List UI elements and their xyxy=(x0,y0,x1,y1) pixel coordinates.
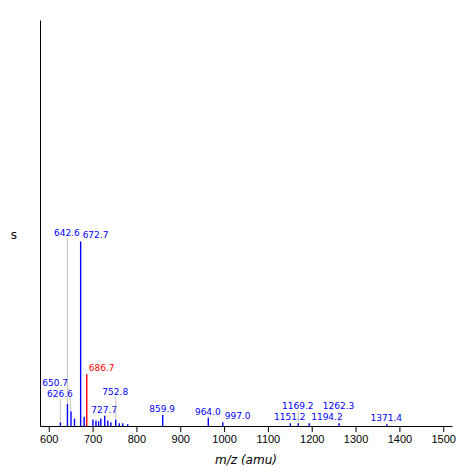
x-tick-mark xyxy=(399,426,400,432)
x-tick: 700 xyxy=(84,426,102,445)
stem xyxy=(95,420,96,426)
stems xyxy=(60,241,386,426)
stem xyxy=(122,423,123,426)
x-tick-label: 1000 xyxy=(212,433,236,445)
y-axis-title: s xyxy=(11,228,17,242)
x-tick: 1500 xyxy=(431,426,455,445)
x-tick-mark xyxy=(93,426,94,432)
leader-line xyxy=(67,238,68,403)
x-tick-label: 1400 xyxy=(388,433,412,445)
stem xyxy=(115,420,116,426)
x-tick: 900 xyxy=(172,426,190,445)
peak-label: 997.0 xyxy=(225,411,251,421)
x-axis-line xyxy=(41,426,453,427)
x-tick-label: 800 xyxy=(128,433,146,445)
peak-label: 650.7 xyxy=(42,378,68,388)
stem xyxy=(60,422,61,426)
x-tick: 1400 xyxy=(388,426,412,445)
x-tick-label: 700 xyxy=(84,433,102,445)
peak-label: 1151.2 xyxy=(274,412,306,422)
stem xyxy=(162,415,163,426)
stem xyxy=(338,423,339,426)
x-tick-label: 1500 xyxy=(431,433,455,445)
x-tick-label: 1100 xyxy=(257,433,281,445)
x-tick: 1300 xyxy=(344,426,368,445)
leader-line xyxy=(60,399,61,421)
peak-label: 642.6 xyxy=(54,228,80,238)
stem xyxy=(80,241,81,426)
x-tick: 1100 xyxy=(257,426,281,445)
x-tick-mark xyxy=(180,426,181,432)
stem xyxy=(86,374,87,426)
peak-label: 1371.4 xyxy=(371,413,403,423)
peak-label: 727.7 xyxy=(91,405,117,415)
leader-lines xyxy=(60,238,339,422)
x-tick-mark xyxy=(224,426,225,432)
leader-line xyxy=(115,397,116,419)
peak-label: 1194.2 xyxy=(311,412,343,422)
stem xyxy=(100,419,101,426)
x-tick: 1000 xyxy=(212,426,236,445)
x-axis-title: m/z (amu) xyxy=(215,453,277,467)
x-axis: 600 700 800 900 1000 1100 1200 1300 1400 1500 xyxy=(40,426,456,445)
x-tick: 1200 xyxy=(300,426,324,445)
peak-label: 1169.2 xyxy=(282,401,314,411)
x-tick-mark xyxy=(443,426,444,432)
stem xyxy=(67,404,68,426)
leader-line xyxy=(298,411,299,422)
peak-label: 859.9 xyxy=(149,404,175,414)
x-tick-mark xyxy=(268,426,269,432)
stem xyxy=(107,420,108,426)
leader-line xyxy=(69,388,71,410)
y-axis-line xyxy=(40,21,41,427)
peak-labels: 626.6642.6650.7672.7686.7727.7752.8859.9… xyxy=(42,228,402,423)
stem xyxy=(104,416,105,426)
x-tick: 600 xyxy=(40,426,58,445)
stem xyxy=(98,421,99,426)
peak-label: 686.7 xyxy=(89,363,115,373)
peak-label: 1262.3 xyxy=(323,401,355,411)
x-tick-mark xyxy=(312,426,313,432)
x-tick-mark xyxy=(356,426,357,432)
stem xyxy=(298,423,299,426)
stem xyxy=(74,419,75,426)
peak-label: 964.0 xyxy=(195,407,221,417)
stem xyxy=(222,422,223,426)
peak-label: 752.8 xyxy=(102,387,128,397)
x-tick-label: 1300 xyxy=(344,433,368,445)
x-tick-mark xyxy=(49,426,50,432)
x-tick-mark xyxy=(136,426,137,432)
leader-line xyxy=(339,411,340,422)
x-tick: 800 xyxy=(128,426,146,445)
chart: 600700800900100011001200130014001500626.… xyxy=(0,0,474,474)
stem xyxy=(70,411,71,426)
x-tick-label: 1200 xyxy=(300,433,324,445)
stem xyxy=(110,422,111,426)
stem xyxy=(309,423,310,426)
peak-label: 672.7 xyxy=(83,230,109,240)
stem xyxy=(290,423,291,426)
stem xyxy=(208,418,209,426)
y-axis xyxy=(40,21,41,427)
stem xyxy=(83,417,84,426)
stem xyxy=(127,424,128,426)
stem xyxy=(92,420,93,426)
stem xyxy=(386,424,387,426)
x-tick-label: 900 xyxy=(172,433,190,445)
stem xyxy=(119,423,120,426)
x-tick-label: 600 xyxy=(40,433,58,445)
